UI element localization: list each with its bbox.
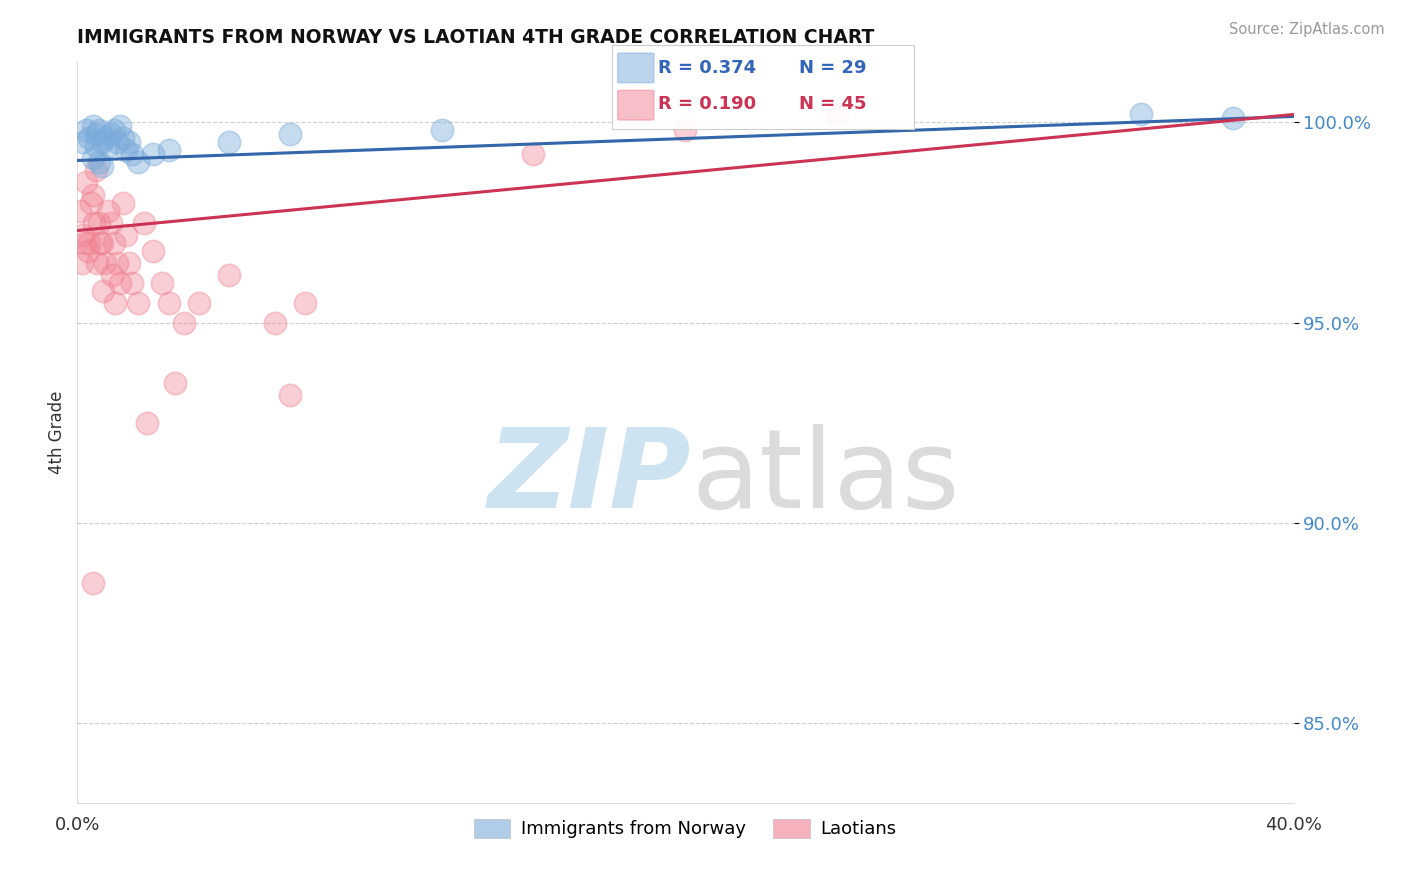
Point: [101, 268, 124, 282]
Point: [84, 128, 107, 142]
Point: [75, 123, 97, 137]
Text: R = 0.374: R = 0.374: [658, 59, 756, 77]
Point: [127, 295, 149, 310]
Point: [86, 255, 108, 269]
Point: [90, 160, 112, 174]
Point: [430, 123, 453, 137]
Point: [264, 316, 287, 330]
Point: [675, 123, 697, 137]
Point: [84, 163, 107, 178]
Point: [173, 316, 195, 330]
Point: [82, 120, 104, 134]
FancyBboxPatch shape: [617, 54, 654, 83]
Point: [827, 107, 849, 121]
Text: R = 0.190: R = 0.190: [658, 95, 756, 113]
Point: [152, 276, 174, 290]
Point: [121, 276, 143, 290]
Point: [278, 128, 301, 142]
Point: [72, 227, 94, 242]
Point: [97, 139, 120, 153]
Point: [188, 295, 211, 310]
Point: [87, 155, 110, 169]
Point: [522, 147, 544, 161]
Point: [115, 144, 138, 158]
Point: [294, 295, 316, 310]
Point: [97, 203, 120, 218]
Point: [100, 128, 122, 142]
Point: [91, 284, 114, 298]
Point: [87, 123, 110, 137]
Text: N = 29: N = 29: [799, 59, 866, 77]
Text: atlas: atlas: [692, 424, 960, 531]
Text: N = 45: N = 45: [799, 95, 866, 113]
Point: [70, 255, 93, 269]
Point: [115, 227, 138, 242]
Point: [1222, 112, 1244, 126]
Point: [142, 244, 165, 258]
Point: [103, 123, 125, 137]
Point: [80, 195, 103, 210]
Y-axis label: 4th Grade: 4th Grade: [48, 391, 66, 475]
Point: [127, 155, 149, 169]
Point: [134, 215, 156, 229]
Point: [136, 416, 159, 430]
Text: IMMIGRANTS FROM NORWAY VS LAOTIAN 4TH GRADE CORRELATION CHART: IMMIGRANTS FROM NORWAY VS LAOTIAN 4TH GR…: [77, 28, 875, 47]
Point: [1130, 107, 1153, 121]
Point: [218, 268, 240, 282]
Point: [218, 136, 240, 150]
Point: [93, 255, 115, 269]
Point: [142, 147, 165, 161]
Point: [121, 147, 143, 161]
Point: [157, 144, 180, 158]
Point: [69, 203, 91, 218]
FancyBboxPatch shape: [617, 90, 654, 120]
Point: [84, 139, 107, 153]
Point: [83, 215, 105, 229]
Point: [79, 235, 101, 250]
Point: [103, 235, 125, 250]
Point: [105, 255, 128, 269]
Point: [108, 276, 131, 290]
Point: [82, 152, 104, 166]
Point: [108, 120, 131, 134]
Point: [278, 387, 301, 401]
Point: [82, 575, 104, 590]
Point: [93, 131, 115, 145]
Point: [118, 255, 141, 269]
Legend: Immigrants from Norway, Laotians: Immigrants from Norway, Laotians: [467, 812, 904, 846]
Point: [72, 136, 94, 150]
Point: [75, 176, 97, 190]
Point: [118, 136, 141, 150]
Point: [87, 215, 110, 229]
Text: Source: ZipAtlas.com: Source: ZipAtlas.com: [1229, 22, 1385, 37]
Point: [100, 215, 122, 229]
Point: [111, 131, 134, 145]
Point: [157, 295, 180, 310]
Point: [89, 235, 111, 250]
Point: [90, 136, 112, 150]
Text: ZIP: ZIP: [488, 424, 692, 531]
Point: [82, 187, 104, 202]
Point: [105, 136, 128, 150]
Point: [90, 235, 112, 250]
Point: [79, 131, 101, 145]
Point: [77, 244, 100, 258]
Point: [111, 195, 134, 210]
Point: [163, 376, 186, 390]
Point: [104, 295, 127, 310]
Point: [73, 235, 96, 250]
